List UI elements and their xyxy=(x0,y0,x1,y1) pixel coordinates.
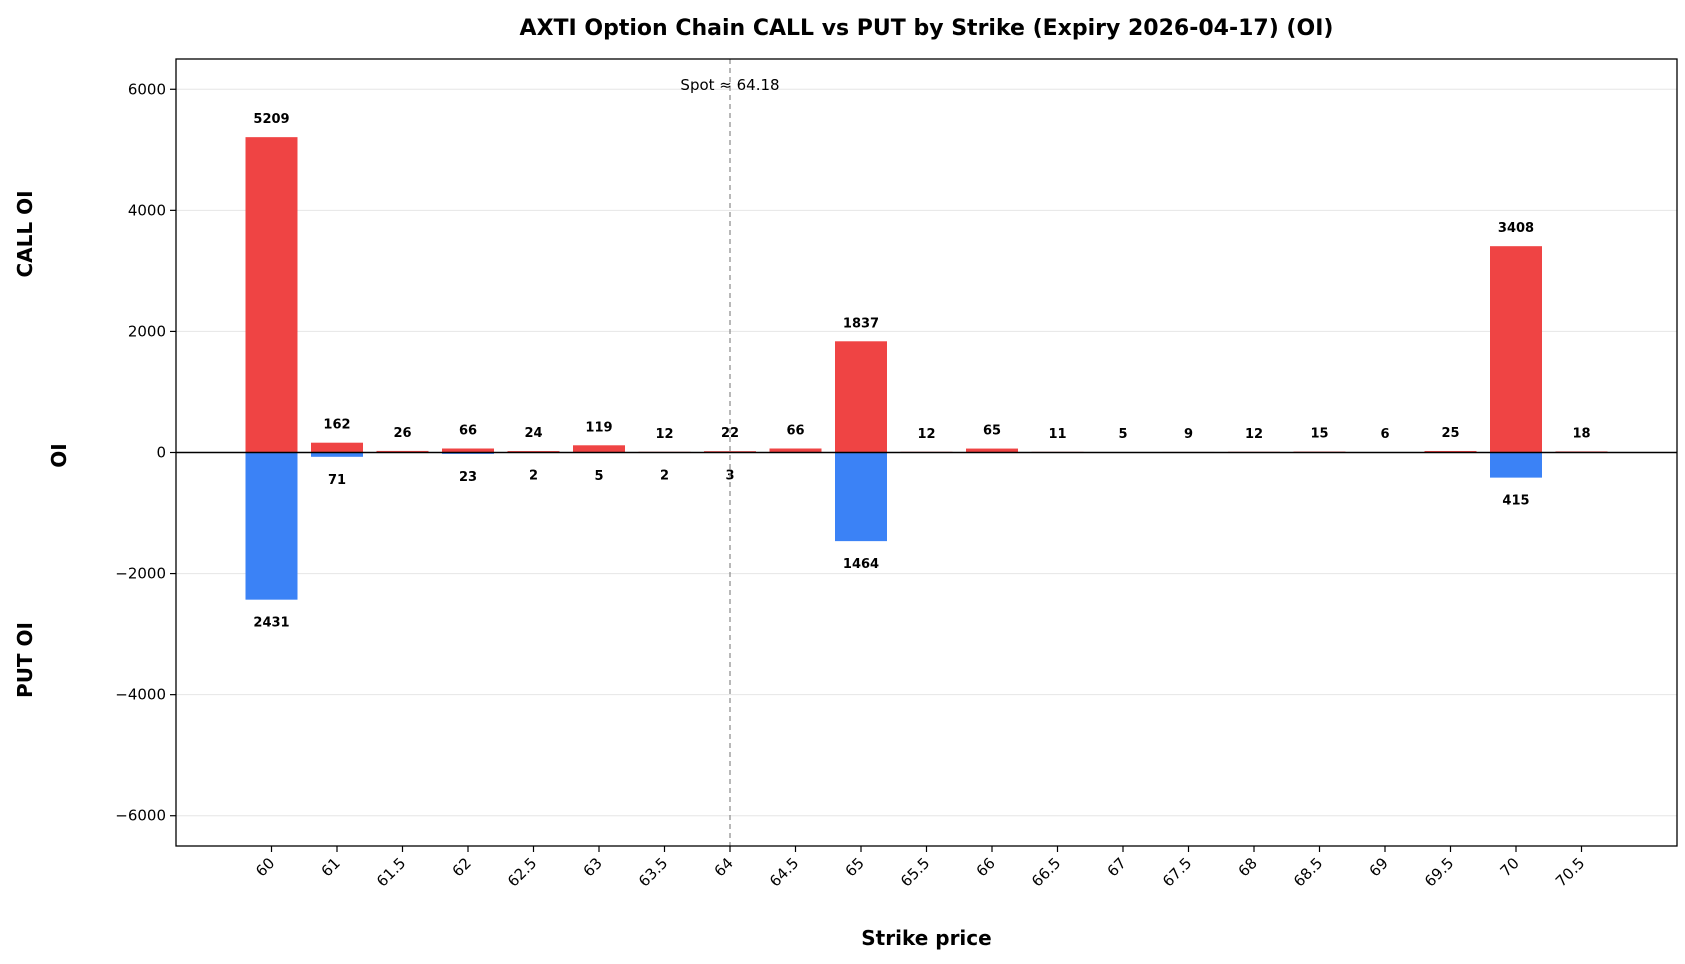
call-value-label: 18 xyxy=(1572,426,1590,441)
x-tick-label: 70.5 xyxy=(1552,854,1588,890)
y-tick-label: 2000 xyxy=(128,322,166,340)
call-value-label: 12 xyxy=(1245,427,1263,442)
call-value-label: 66 xyxy=(459,424,477,439)
x-tick-label: 61 xyxy=(318,854,344,880)
put-value-label: 5 xyxy=(594,469,603,484)
call-value-label: 66 xyxy=(786,424,804,439)
x-tick-label: 64.5 xyxy=(766,854,802,890)
y-tick-label: −6000 xyxy=(115,807,166,825)
x-tick-label: 68 xyxy=(1235,854,1261,880)
call-bar xyxy=(245,137,298,453)
y-tick-label: 4000 xyxy=(128,201,166,219)
x-tick-label: 63 xyxy=(580,854,606,880)
put-value-label: 415 xyxy=(1502,494,1529,509)
call-bar xyxy=(311,442,363,453)
call-value-label: 3408 xyxy=(1498,221,1534,236)
bars xyxy=(245,137,1608,600)
y-tick-label: −2000 xyxy=(115,565,166,583)
x-tick-label: 69.5 xyxy=(1421,854,1457,890)
x-tick-label: 65.5 xyxy=(897,854,933,890)
x-tick-label: 69 xyxy=(1366,854,1392,880)
x-tick-label: 67.5 xyxy=(1159,854,1195,890)
spot-marker: Spot ≈ 64.18 xyxy=(680,59,780,846)
value-labels: 5209243116271266623242119512222366183714… xyxy=(253,112,1590,631)
call-value-label: 25 xyxy=(1441,426,1459,441)
call-value-label: 26 xyxy=(393,426,411,441)
x-tick-label: 64 xyxy=(711,854,737,880)
call-value-label: 1837 xyxy=(843,316,879,331)
put-bar xyxy=(311,452,363,457)
x-tick-label: 60 xyxy=(252,854,278,880)
put-value-label: 2 xyxy=(660,469,669,484)
call-value-label: 119 xyxy=(585,420,612,435)
call-value-label: 22 xyxy=(721,426,739,441)
call-oi-label: CALL OI xyxy=(13,190,37,277)
x-tick-label: 63.5 xyxy=(635,854,671,890)
x-tick-label: 62.5 xyxy=(504,854,540,890)
call-value-label: 162 xyxy=(323,418,350,433)
x-axis-label: Strike price xyxy=(861,926,991,950)
call-value-label: 12 xyxy=(917,427,935,442)
call-bar xyxy=(1490,246,1542,453)
x-tick-label: 66 xyxy=(973,854,999,880)
call-value-label: 65 xyxy=(983,424,1001,439)
y-tick-label: 6000 xyxy=(128,80,166,98)
x-tick-label: 62 xyxy=(449,854,475,880)
put-value-label: 2 xyxy=(529,469,538,484)
put-value-label: 1464 xyxy=(843,557,879,572)
put-bar xyxy=(835,452,887,542)
call-value-label: 9 xyxy=(1184,427,1193,442)
spot-label: Spot ≈ 64.18 xyxy=(680,76,779,94)
call-bar xyxy=(769,448,822,453)
y-tick-label: −4000 xyxy=(115,686,166,704)
put-bar xyxy=(245,452,298,600)
call-bar xyxy=(966,448,1018,453)
x-tick-label: 65 xyxy=(842,854,868,880)
x-tick-label: 70 xyxy=(1497,854,1523,880)
y-tick-label: 0 xyxy=(156,444,166,462)
call-value-label: 5 xyxy=(1118,427,1127,442)
x-tick-label: 67 xyxy=(1104,854,1130,880)
call-value-label: 5209 xyxy=(253,112,289,127)
call-bar xyxy=(573,445,625,453)
put-bar xyxy=(1490,452,1542,478)
put-value-label: 2431 xyxy=(253,616,289,631)
x-axis-ticks: 60 61 61.5 62 62.5 63 63.5 64 64.5 65 65.5 66 66.5 67… xyxy=(252,846,1588,890)
y-axis-ticks: −6000 −4000 −2000 0 2000 4000 6000 xyxy=(115,80,176,825)
call-value-label: 12 xyxy=(655,427,673,442)
put-oi-label: PUT OI xyxy=(13,622,37,698)
put-value-label: 71 xyxy=(328,473,346,488)
y-axis-label: OI xyxy=(47,443,71,467)
call-bar xyxy=(442,448,494,453)
call-value-label: 15 xyxy=(1310,427,1328,442)
x-tick-label: 61.5 xyxy=(373,854,409,890)
call-value-label: 6 xyxy=(1380,427,1389,442)
put-value-label: 23 xyxy=(459,470,477,485)
x-tick-label: 68.5 xyxy=(1290,854,1326,890)
call-value-label: 24 xyxy=(524,426,542,441)
call-bar xyxy=(835,341,887,453)
call-value-label: 11 xyxy=(1048,427,1066,442)
chart-title: AXTI Option Chain CALL vs PUT by Strike … xyxy=(520,16,1334,41)
x-tick-label: 66.5 xyxy=(1028,854,1064,890)
